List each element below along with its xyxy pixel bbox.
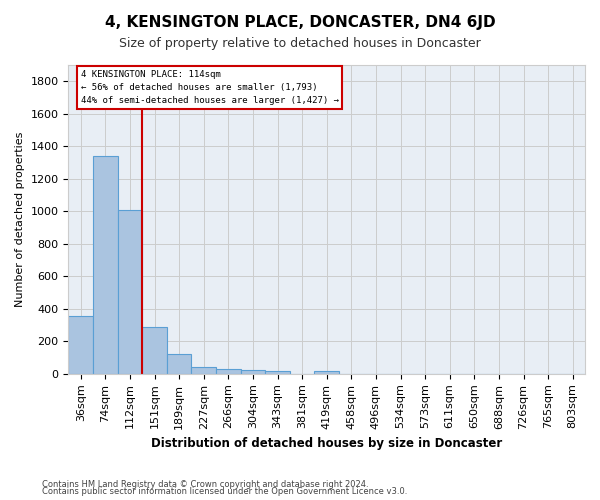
Bar [265,371,290,374]
Bar [68,316,93,374]
Bar [241,370,265,374]
Text: Contains HM Land Registry data © Crown copyright and database right 2024.: Contains HM Land Registry data © Crown c… [42,480,368,489]
Bar [191,368,216,374]
Bar [216,369,241,374]
Text: 4 KENSINGTON PLACE: 114sqm
← 56% of detached houses are smaller (1,793)
44% of s: 4 KENSINGTON PLACE: 114sqm ← 56% of deta… [81,70,339,106]
Text: Size of property relative to detached houses in Doncaster: Size of property relative to detached ho… [119,38,481,51]
Y-axis label: Number of detached properties: Number of detached properties [15,132,25,307]
Bar [167,354,191,374]
Bar [118,210,142,374]
Bar [142,328,167,374]
Text: 4, KENSINGTON PLACE, DONCASTER, DN4 6JD: 4, KENSINGTON PLACE, DONCASTER, DN4 6JD [104,15,496,30]
X-axis label: Distribution of detached houses by size in Doncaster: Distribution of detached houses by size … [151,437,502,450]
Text: Contains public sector information licensed under the Open Government Licence v3: Contains public sector information licen… [42,487,407,496]
Bar [314,370,339,374]
Bar [93,156,118,374]
